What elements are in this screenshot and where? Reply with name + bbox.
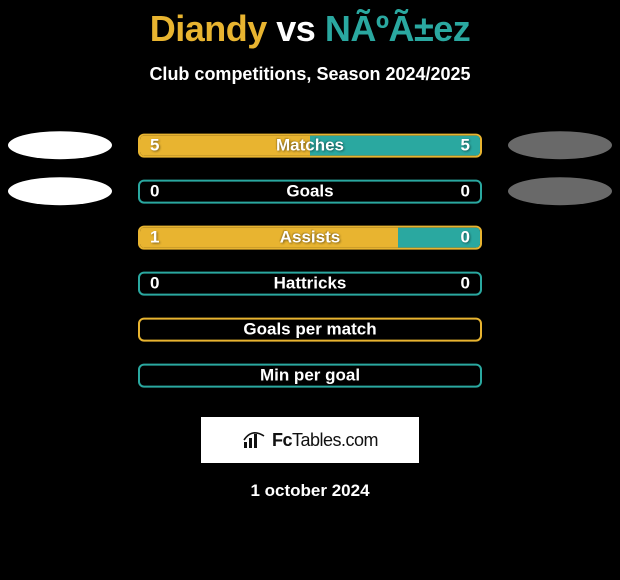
stat-value-left: 0 [150, 182, 159, 202]
stat-row: Goals0 0 [0, 171, 620, 217]
stat-value-right: 0 [461, 274, 470, 294]
stat-value-right: 5 [461, 136, 470, 156]
stat-value-right: 0 [461, 182, 470, 202]
stat-value-right: 0 [461, 228, 470, 248]
bar-fill-left [140, 228, 398, 248]
player2-name: NÃºÃ±ez [325, 8, 470, 49]
vs-label: vs [276, 8, 315, 49]
stat-bar: Goals per match [138, 318, 482, 342]
stat-bar: Hattricks0 0 [138, 272, 482, 296]
logo-main: Tables [292, 430, 341, 450]
date-label: 1 october 2024 [0, 481, 620, 501]
stat-label: Min per goal [140, 366, 480, 386]
stat-row: Matches55 [0, 125, 620, 171]
bar-fill-left [140, 136, 310, 156]
stat-bar: Goals0 0 [138, 180, 482, 204]
bar-fill-right [310, 136, 480, 156]
player2-badge [508, 177, 612, 205]
stat-value-left: 1 [150, 228, 159, 248]
stat-row: Assists10 [0, 217, 620, 263]
chart-icon [242, 430, 266, 450]
player1-name: Diandy [150, 8, 267, 49]
stat-label: Goals [140, 182, 480, 202]
subtitle: Club competitions, Season 2024/2025 [0, 64, 620, 85]
fctables-logo: FcTables.com [201, 417, 419, 463]
player1-badge [8, 177, 112, 205]
stat-row: Hattricks0 0 [0, 263, 620, 309]
logo-text: FcTables.com [272, 430, 378, 451]
stat-bar: Assists10 [138, 226, 482, 250]
stat-bar: Min per goal [138, 364, 482, 388]
player1-badge [8, 131, 112, 159]
player2-badge [508, 131, 612, 159]
comparison-title: Diandy vs NÃºÃ±ez [0, 0, 620, 50]
logo-suffix: .com [341, 430, 378, 450]
stat-row: Goals per match [0, 309, 620, 355]
stat-value-left: 0 [150, 274, 159, 294]
stat-value-left: 5 [150, 136, 159, 156]
stat-label: Hattricks [140, 274, 480, 294]
stat-bar: Matches55 [138, 134, 482, 158]
stats-container: Matches55Goals00Assists10Hattricks00Goal… [0, 125, 620, 401]
logo-prefix: Fc [272, 430, 292, 450]
stat-label: Goals per match [140, 320, 480, 340]
stat-row: Min per goal [0, 355, 620, 401]
